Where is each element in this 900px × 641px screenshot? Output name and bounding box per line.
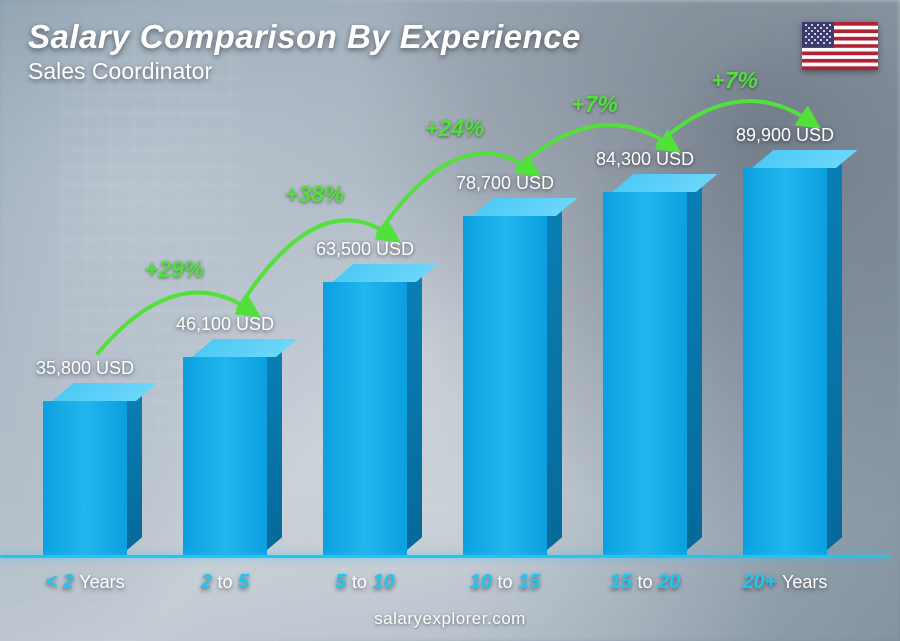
bar-x-label: 20+ Years bbox=[715, 571, 855, 594]
growth-pct-label: +24% bbox=[425, 115, 484, 141]
growth-arc bbox=[658, 101, 811, 144]
growth-arc bbox=[518, 125, 671, 168]
growth-pct-label: +7% bbox=[571, 91, 618, 117]
growth-arc bbox=[378, 154, 531, 234]
bar-x-label: 10 to 15 bbox=[435, 571, 575, 594]
bar-chart: 35,800 USD< 2 Years46,100 USD2 to 563,50… bbox=[30, 100, 860, 556]
chart-baseline bbox=[0, 555, 890, 558]
growth-pct-label: +7% bbox=[711, 67, 758, 93]
growth-arc bbox=[98, 293, 251, 353]
bar-x-label: 2 to 5 bbox=[155, 571, 295, 594]
growth-arcs: +29% +38% +24% +7% +7% bbox=[30, 40, 870, 556]
footer-attribution: salaryexplorer.com bbox=[0, 609, 900, 629]
bar-x-label: < 2 Years bbox=[15, 571, 155, 594]
bar-x-label: 5 to 10 bbox=[295, 571, 435, 594]
growth-arc bbox=[238, 220, 391, 309]
growth-pct-label: +29% bbox=[145, 256, 204, 282]
bar-x-label: 15 to 20 bbox=[575, 571, 715, 594]
growth-pct-label: +38% bbox=[285, 181, 344, 207]
